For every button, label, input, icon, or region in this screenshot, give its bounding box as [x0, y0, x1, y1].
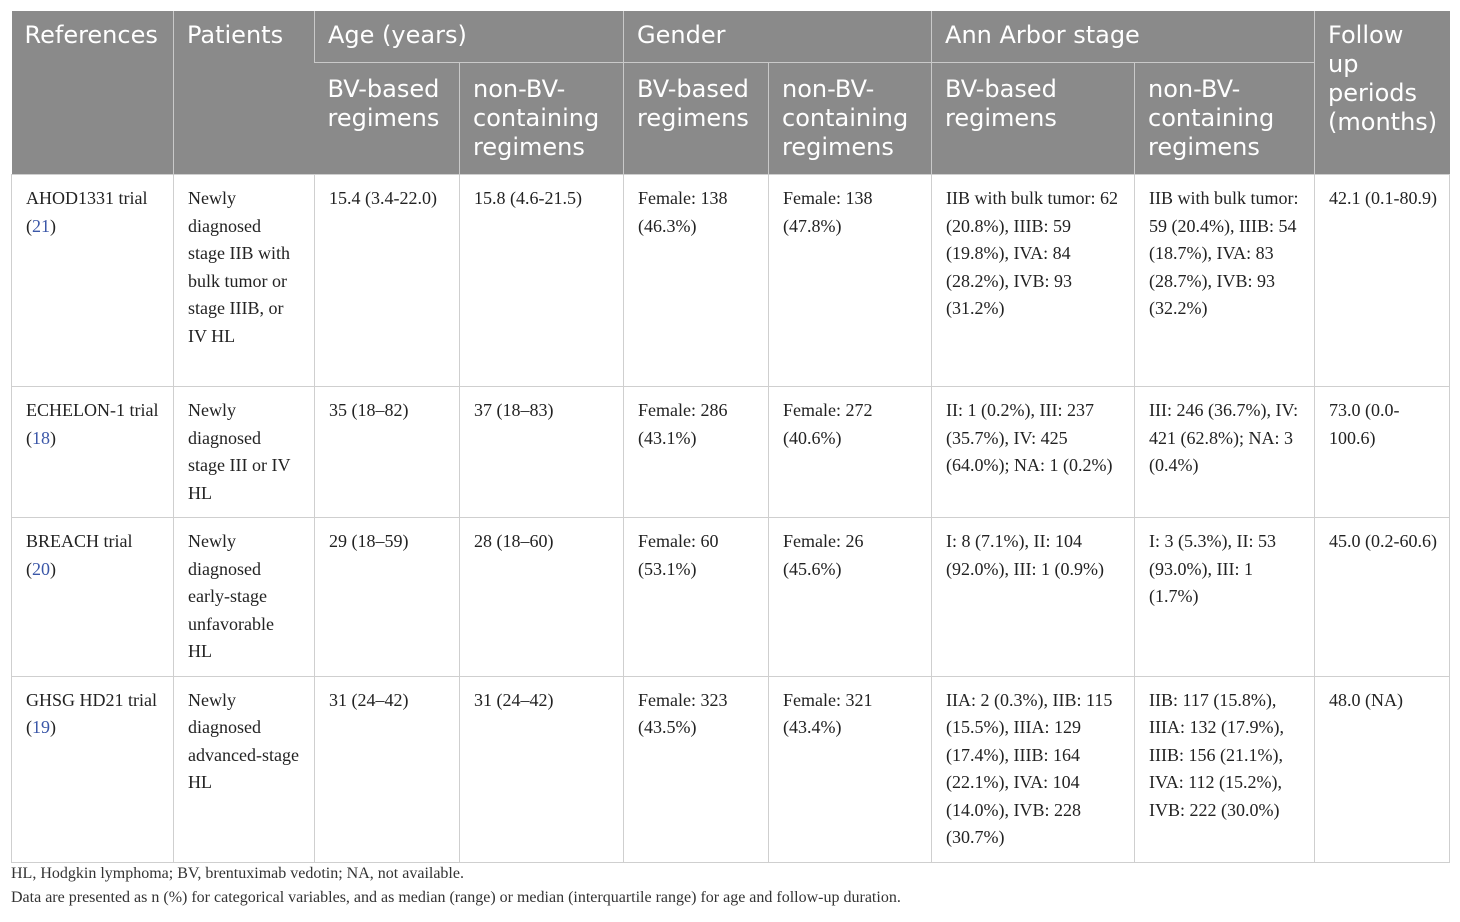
cell-follow-up: 45.0 (0.2-60.6)	[1314, 517, 1451, 677]
footnote-abbreviations: HL, Hodgkin lymphoma; BV, brentuximab ve…	[11, 865, 464, 882]
cell-follow-up: 48.0 (NA)	[1314, 675, 1451, 863]
reference-name: AHOD1331 trial (	[26, 188, 148, 236]
table-row: GHSG HD21 trial (19) Newly diagnosed adv…	[11, 675, 1451, 863]
trial-characteristics-table: References Patients Age (years) Gender A…	[11, 11, 1451, 863]
reference-name: ECHELON-1 trial (	[26, 400, 159, 448]
cell-reference: BREACH trial (20)	[11, 517, 174, 677]
cell-gender-bv: Female: 138 (46.3%)	[623, 174, 770, 387]
cell-stage-nonbv: I: 3 (5.3%), II: 53 (93.0%), III: 1 (1.7…	[1134, 517, 1316, 677]
table-row: BREACH trial (20) Newly diagnosed early-…	[11, 517, 1451, 677]
reference-name: GHSG HD21 trial (	[26, 689, 157, 738]
header-follow-up: Follow up periods (months)	[1314, 11, 1450, 175]
table-header: References Patients Age (years) Gender A…	[11, 11, 1450, 175]
cell-stage-bv: II: 1 (0.2%), III: 237 (35.7%), IV: 425 …	[931, 386, 1136, 518]
cell-age-bv: 29 (18–59)	[314, 517, 460, 677]
cell-stage-bv: IIB with bulk tumor: 62 (20.8%), IIIB: 5…	[931, 174, 1136, 387]
reference-name: BREACH trial (	[26, 531, 133, 579]
cell-stage-nonbv: IIB with bulk tumor: 59 (20.4%), IIIB: 5…	[1134, 174, 1316, 387]
cell-gender-nonbv: Female: 138 (47.8%)	[768, 174, 933, 387]
reference-close: )	[50, 717, 56, 737]
header-stage: Ann Arbor stage	[931, 11, 1315, 63]
cell-patients: Newly diagnosed stage IIB with bulk tumo…	[173, 174, 315, 387]
reference-link[interactable]: 20	[32, 558, 50, 579]
cell-patients: Newly diagnosed stage III or IV HL	[173, 386, 315, 518]
reference-link[interactable]: 18	[32, 427, 50, 448]
header-patients: Patients	[173, 11, 315, 175]
cell-patients: Newly diagnosed early-stage unfavorable …	[173, 517, 315, 677]
cell-gender-nonbv: Female: 272 (40.6%)	[768, 386, 933, 518]
cell-stage-nonbv: IIB: 117 (15.8%), IIIA: 132 (17.9%), III…	[1134, 675, 1316, 863]
reference-close: )	[50, 558, 56, 579]
reference-close: )	[50, 427, 56, 448]
reference-link[interactable]: 21	[32, 215, 50, 236]
table-container: References Patients Age (years) Gender A…	[11, 11, 1451, 863]
header-stage-bv: BV-based regimens	[931, 62, 1135, 175]
table-row: ECHELON-1 trial (18) Newly diagnosed sta…	[11, 386, 1451, 518]
cell-gender-bv: Female: 286 (43.1%)	[623, 386, 770, 518]
cell-age-bv: 15.4 (3.4-22.0)	[314, 174, 460, 387]
cell-age-nonbv: 28 (18–60)	[458, 517, 625, 677]
cell-gender-bv: Female: 60 (53.1%)	[623, 517, 770, 677]
header-gender-bv: BV-based regimens	[623, 62, 769, 175]
cell-age-bv: 31 (24–42)	[314, 675, 460, 863]
table-footnotes: HL, Hodgkin lymphoma; BV, brentuximab ve…	[11, 862, 901, 910]
header-gender-nonbv: non-BV-containing regimens	[768, 62, 932, 175]
table-row: AHOD1331 trial (21) Newly diagnosed stag…	[11, 174, 1451, 387]
cell-gender-nonbv: Female: 321 (43.4%)	[768, 675, 933, 863]
cell-patients: Newly diagnosed advanced-stage HL	[173, 675, 315, 863]
cell-reference: GHSG HD21 trial (19)	[11, 675, 174, 863]
cell-age-bv: 35 (18–82)	[314, 386, 460, 518]
cell-reference: ECHELON-1 trial (18)	[11, 386, 174, 518]
table-body: AHOD1331 trial (21) Newly diagnosed stag…	[11, 174, 1451, 863]
reference-close: )	[50, 215, 56, 236]
reference-link[interactable]: 19	[32, 717, 50, 737]
cell-gender-nonbv: Female: 26 (45.6%)	[768, 517, 933, 677]
header-stage-nonbv: non-BV-containing regimens	[1134, 62, 1315, 175]
header-gender: Gender	[623, 11, 932, 63]
cell-stage-bv: IIA: 2 (0.3%), IIB: 115 (15.5%), IIIA: 1…	[931, 675, 1136, 863]
header-age-bv: BV-based regimens	[314, 62, 460, 175]
cell-age-nonbv: 15.8 (4.6-21.5)	[458, 174, 625, 387]
cell-reference: AHOD1331 trial (21)	[11, 174, 174, 387]
cell-stage-nonbv: III: 246 (36.7%), IV: 421 (62.8%); NA: 3…	[1134, 386, 1316, 518]
header-age-nonbv: non-BV-containing regimens	[458, 62, 624, 175]
cell-follow-up: 42.1 (0.1-80.9)	[1314, 174, 1451, 387]
footnote-data-presentation: Data are presented as n (%) for categori…	[11, 889, 901, 906]
cell-age-nonbv: 37 (18–83)	[458, 386, 625, 518]
cell-age-nonbv: 31 (24–42)	[458, 675, 625, 863]
header-references: References	[11, 11, 174, 175]
cell-follow-up: 73.0 (0.0-100.6)	[1314, 386, 1451, 518]
cell-gender-bv: Female: 323 (43.5%)	[623, 675, 770, 863]
cell-stage-bv: I: 8 (7.1%), II: 104 (92.0%), III: 1 (0.…	[931, 517, 1136, 677]
header-age: Age (years)	[313, 11, 624, 63]
